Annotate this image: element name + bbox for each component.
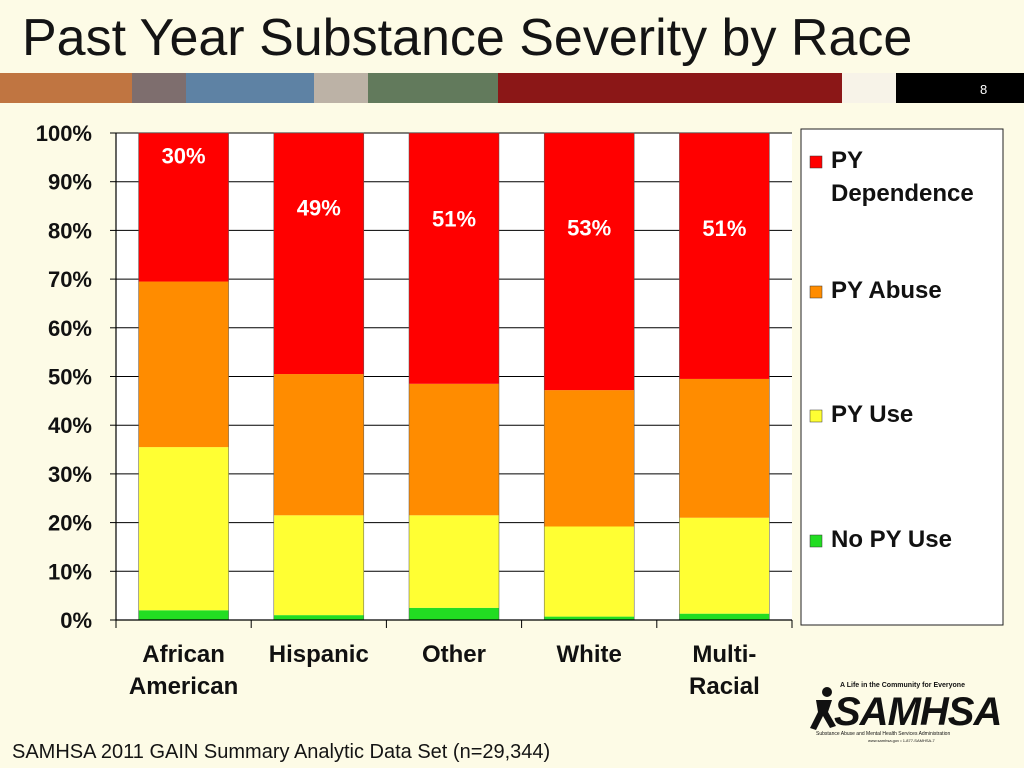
legend-label: PY <box>831 147 863 174</box>
x-category-label: White <box>557 641 622 668</box>
y-tick-label: 90% <box>48 170 92 195</box>
bar-segment <box>544 390 635 527</box>
color-band-segment <box>896 73 1024 103</box>
color-band-segment <box>186 73 314 103</box>
bar-segment <box>679 613 770 620</box>
legend-label: PY Use <box>831 401 913 428</box>
y-tick-label: 30% <box>48 462 92 487</box>
stacked-bar-chart: 0% 10% 20% 30% 40% 50% 60% 70% 80% 90% 100% 30% Afri… <box>36 121 1004 700</box>
x-category-label: Hispanic <box>269 641 369 668</box>
logo-url: www.samhsa.gov • 1-877-SAMHSA-7 <box>868 738 935 743</box>
y-tick-label: 0% <box>60 608 92 633</box>
samhsa-logo: A Life in the Community for Everyone SAM… <box>808 682 1002 744</box>
data-label: 49% <box>297 196 341 221</box>
bar-segment <box>409 515 499 608</box>
bar-segment <box>273 374 364 516</box>
legend-swatch <box>809 155 823 169</box>
bar-segment <box>409 133 499 384</box>
color-band-segment <box>368 73 498 103</box>
bar-segment <box>409 607 499 620</box>
y-tick-label: 80% <box>48 218 92 243</box>
color-band-segment <box>0 73 132 103</box>
color-band-segment <box>498 73 842 103</box>
legend-frame <box>800 128 1004 626</box>
bar-segment <box>273 515 364 616</box>
data-label: 53% <box>567 216 611 241</box>
x-category-label: Racial <box>689 673 760 700</box>
bar-segment <box>273 133 364 375</box>
legend-label: PY Abuse <box>831 277 942 304</box>
y-tick-label: 50% <box>48 365 92 390</box>
x-category-label: American <box>129 673 238 700</box>
slide-title: Past Year Substance Severity by Race <box>22 9 913 67</box>
bar-segment <box>409 383 499 516</box>
legend-swatch <box>809 534 823 548</box>
color-band <box>0 73 1024 103</box>
bar-segment <box>138 133 229 282</box>
legend-swatch <box>809 409 823 423</box>
y-tick-label: 70% <box>48 267 92 292</box>
color-band-segment <box>842 73 896 103</box>
page-number: 8 <box>980 82 988 97</box>
color-band-segment <box>132 73 186 103</box>
bar-segment <box>679 133 770 379</box>
legend-label: No PY Use <box>831 526 952 553</box>
bar-segment <box>679 378 770 518</box>
bar-segment <box>544 526 635 617</box>
bar-segment <box>679 517 770 614</box>
data-label: 51% <box>432 206 476 231</box>
x-category-label: African <box>142 641 225 668</box>
logo-subtitle: Substance Abuse and Mental Health Servic… <box>816 731 951 737</box>
bar-segment <box>138 281 229 448</box>
legend-swatch <box>809 285 823 299</box>
running-figure-icon <box>810 687 836 730</box>
x-category-label: Other <box>422 641 486 668</box>
source-footer: SAMHSA 2011 GAIN Summary Analytic Data S… <box>12 741 551 763</box>
chart-legend: PY Dependence PY Abuse PY Use No PY Use <box>800 128 1004 626</box>
bar-segment <box>273 615 364 620</box>
bar-segment <box>544 616 635 620</box>
y-tick-label: 10% <box>48 559 92 584</box>
x-category-label: Multi- <box>692 641 756 668</box>
color-band-segment <box>314 73 368 103</box>
y-tick-label: 20% <box>48 511 92 536</box>
y-tick-label: 60% <box>48 316 92 341</box>
y-tick-label: 100% <box>36 121 92 146</box>
legend-label: Dependence <box>831 180 974 207</box>
data-label: 30% <box>162 143 206 168</box>
data-label: 51% <box>702 216 746 241</box>
bar-segment <box>138 447 229 611</box>
logo-wordmark: SAMHSA <box>834 690 1002 734</box>
bar-segment <box>544 133 635 391</box>
logo-tagline: A Life in the Community for Everyone <box>840 682 965 689</box>
bar-segment <box>138 610 229 620</box>
y-tick-label: 40% <box>48 413 92 438</box>
